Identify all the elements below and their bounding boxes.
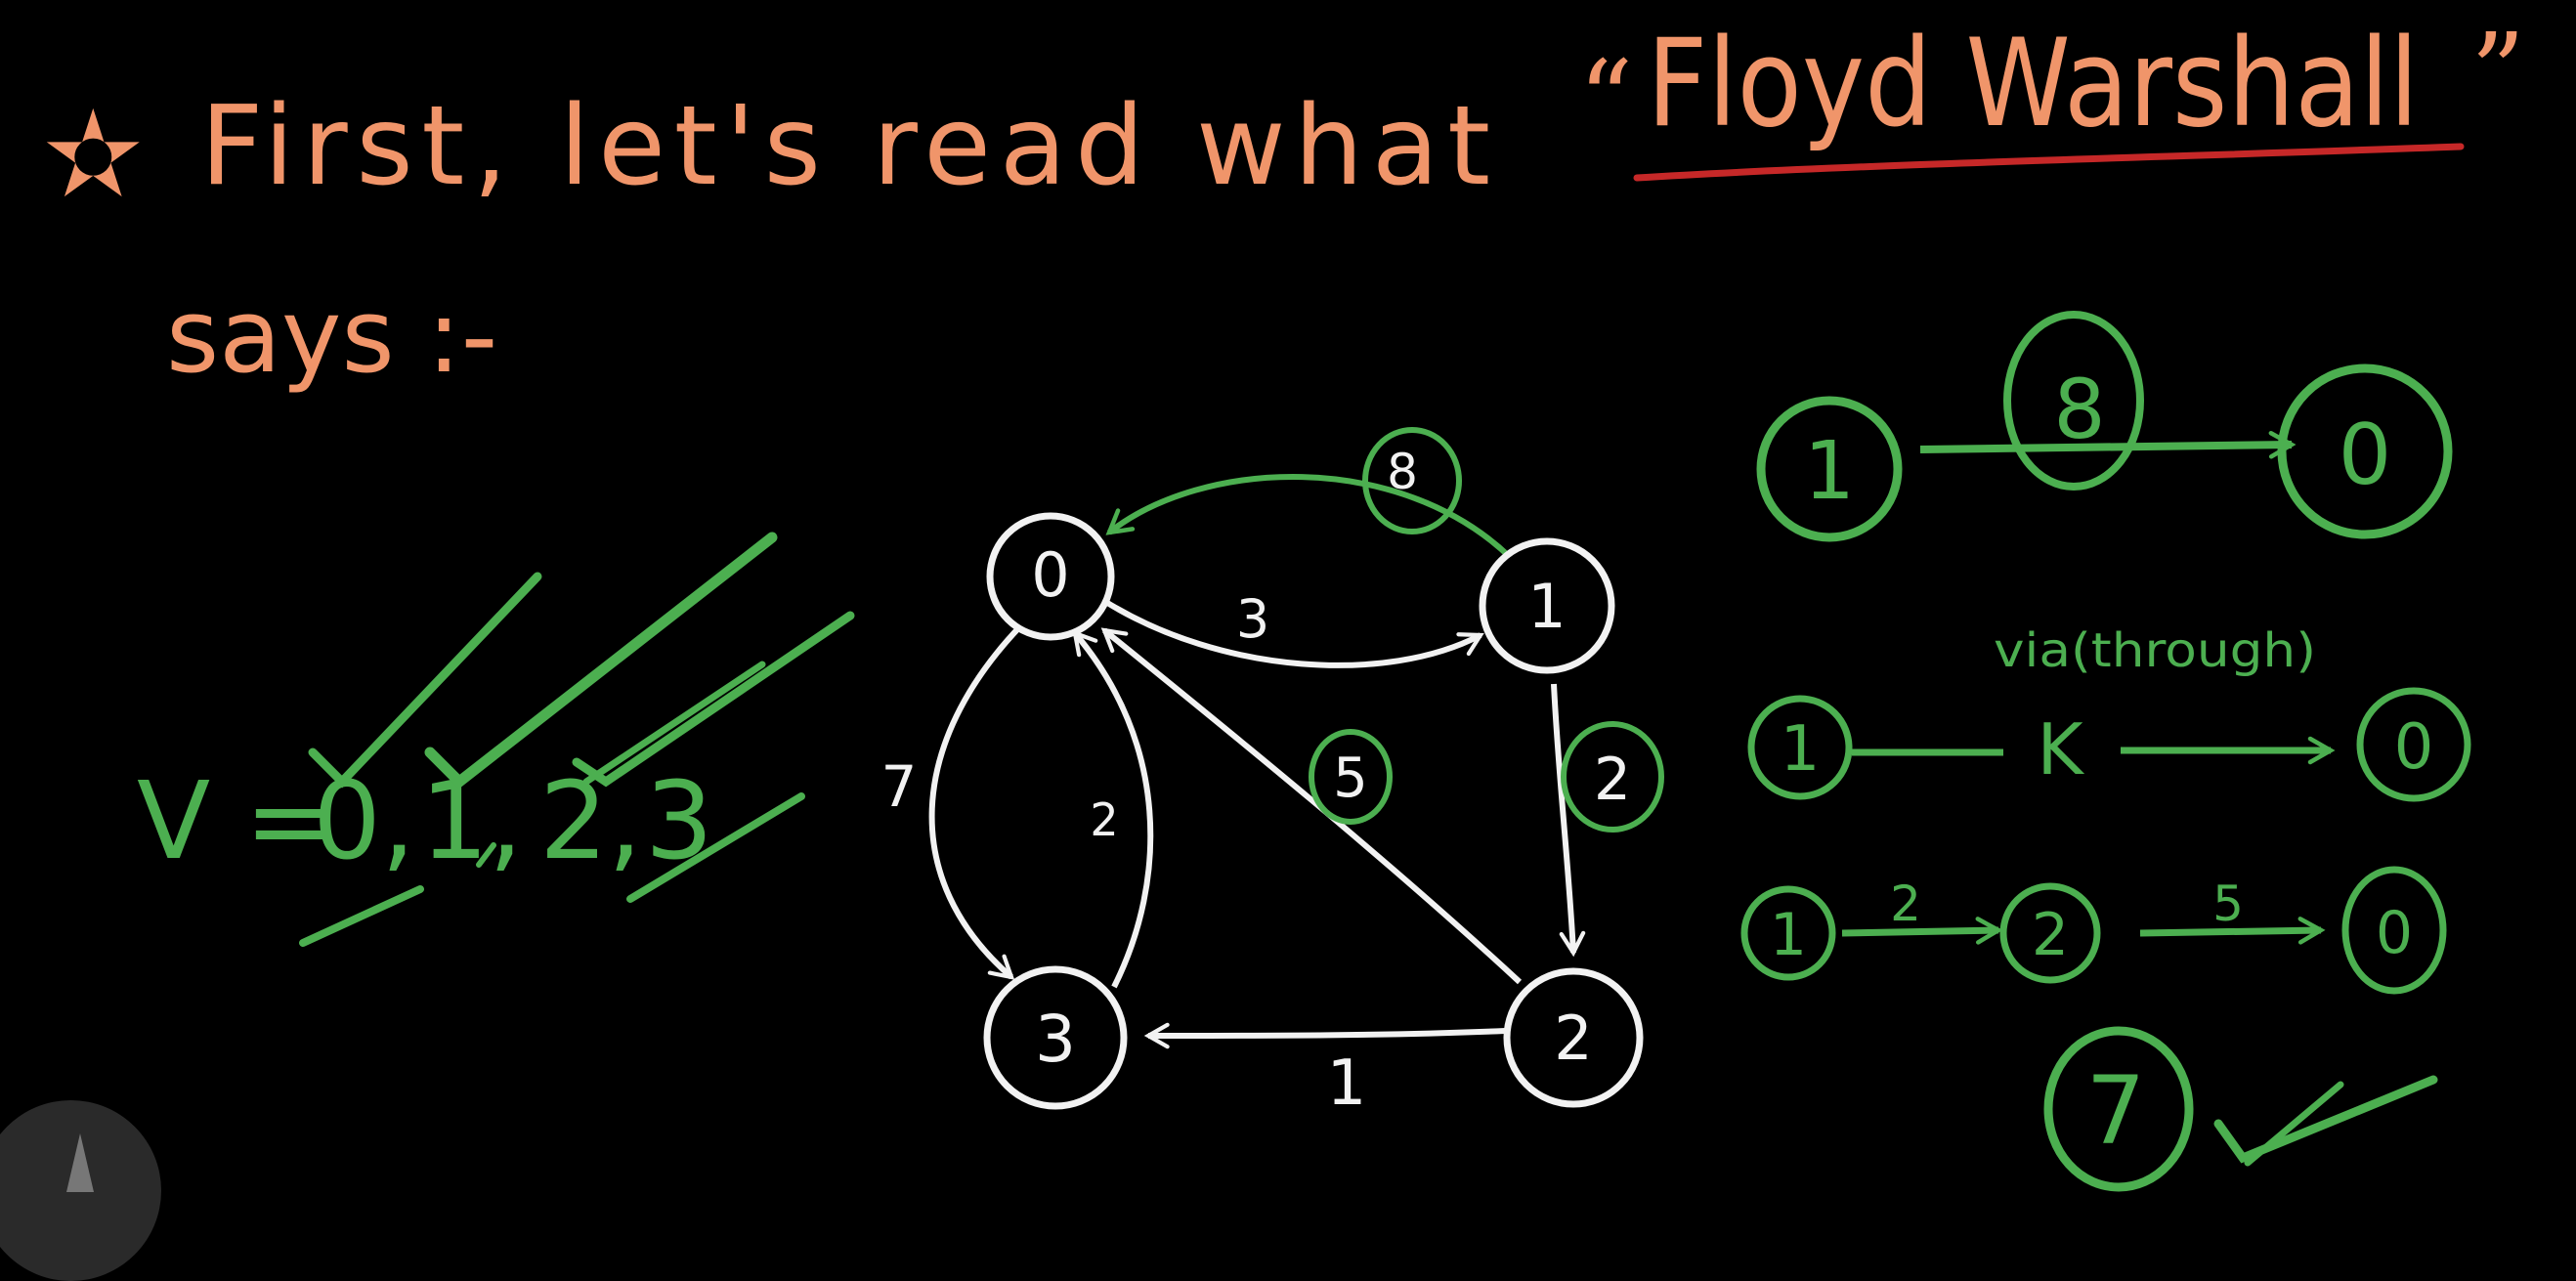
vertex-set-prefix: V = <box>137 758 334 883</box>
note-result: 7 <box>2085 1056 2145 1166</box>
check-mark-icon <box>2244 1081 2344 1167</box>
note-node <box>1747 695 1853 800</box>
check-mark-icon <box>572 611 855 788</box>
whiteboard-canvas: ✫ First, let's read what “ Floyd Warshal… <box>44 10 2525 1192</box>
note-node <box>1740 885 1836 981</box>
note-arrow <box>2139 917 2326 945</box>
edge-label-3-0: 2 <box>1090 793 1118 846</box>
note-arrow <box>1841 917 2003 945</box>
note-weight-circle <box>2003 311 2144 491</box>
note-node <box>2356 687 2471 802</box>
underline-stroke <box>299 885 424 947</box>
vertex-3: 3 <box>645 758 713 883</box>
vertex-set: V = 0, 1, 2, 3 <box>137 532 855 947</box>
edge-0-to-1 <box>1102 598 1484 668</box>
edge-label-0-1: 3 <box>1236 588 1269 650</box>
underline-stroke <box>476 842 496 868</box>
graph-node-label: 2 <box>1554 1003 1592 1074</box>
note-arrow <box>1919 431 2297 459</box>
edge-2-to-0 <box>1100 627 1523 985</box>
note-row2-from: 1 <box>1781 713 1821 786</box>
graph-node-2: 2 <box>1503 967 1644 1108</box>
edge-3-to-0 <box>1072 629 1154 989</box>
edge-1-to-0 <box>1105 474 1513 560</box>
note-row1-weight: 8 <box>2053 362 2105 457</box>
check-mark-icon <box>424 532 778 790</box>
label-circle <box>1309 729 1393 825</box>
vertex-1: 1, <box>420 758 523 883</box>
notes: 0 --> 1 8 0 via(through) 0 --> 1 K 0 1 2… <box>1740 311 2471 1192</box>
edge-label-2-3: 1 <box>1327 1047 1367 1120</box>
graph-node-1: 1 <box>1479 537 1615 674</box>
heading: ✫ First, let's read what “ Floyd Warshal… <box>44 10 2525 396</box>
note-row1-from: 1 <box>1804 425 1855 518</box>
star-icon: ✫ <box>44 88 143 224</box>
edge-1-to-2 <box>1551 683 1586 958</box>
note-node <box>2341 866 2447 995</box>
note-row2-mid: K <box>2037 708 2084 790</box>
check-mark-icon <box>308 572 542 789</box>
graph: 0 1 2 3 8 3 7 2 5 2 1 <box>881 427 1664 1120</box>
note-row1-to: 0 <box>2339 406 2392 504</box>
edge-2-to-3 <box>1143 1022 1506 1049</box>
graph-node-label: 3 <box>1035 1002 1076 1077</box>
heading-line2: says :- <box>166 277 497 396</box>
note-node <box>1756 396 1903 542</box>
note-result-circle <box>2043 1026 2194 1192</box>
check-mark-icon <box>582 661 766 786</box>
vertex-0: 0, <box>313 758 415 883</box>
note-row3-from: 1 <box>1770 901 1807 969</box>
note-node <box>2277 363 2453 539</box>
edge-label-1-0: 8 <box>1387 444 1418 500</box>
check-mark-icon <box>2213 1075 2438 1164</box>
heading-highlight: Floyd Warshall <box>1647 14 2419 154</box>
heading-line1: First, let's read what <box>200 83 1500 210</box>
edge-label-2-0: 5 <box>1333 747 1368 810</box>
edge-0-to-3 <box>928 622 1024 980</box>
edge-label-1-2: 2 <box>1594 746 1631 814</box>
note-row3-w1: 2 <box>1890 875 1921 932</box>
quote-open: “ <box>1578 37 1633 162</box>
edge-label-0-3: 7 <box>881 753 918 820</box>
graph-node-label: 0 <box>1031 539 1069 611</box>
label-circle <box>1561 721 1664 833</box>
highlight-underline <box>1633 143 2465 182</box>
note-via-label: via(through) <box>1994 623 2316 678</box>
note-node <box>1999 882 2101 984</box>
note-row3-to: 0 <box>2376 899 2413 967</box>
check-mark-icon <box>626 792 805 903</box>
label-circle <box>1362 427 1462 534</box>
graph-node-label: 1 <box>1527 571 1566 642</box>
pen-cursor-icon <box>66 1133 94 1192</box>
graph-node-3: 3 <box>983 965 1128 1110</box>
note-row2-to: 0 <box>2394 711 2434 784</box>
graph-node-0: 0 <box>986 512 1115 641</box>
quote-close: ” <box>2470 10 2525 135</box>
note-row3-w2: 5 <box>2212 875 2244 932</box>
note-row3-mid: 2 <box>2032 901 2069 969</box>
